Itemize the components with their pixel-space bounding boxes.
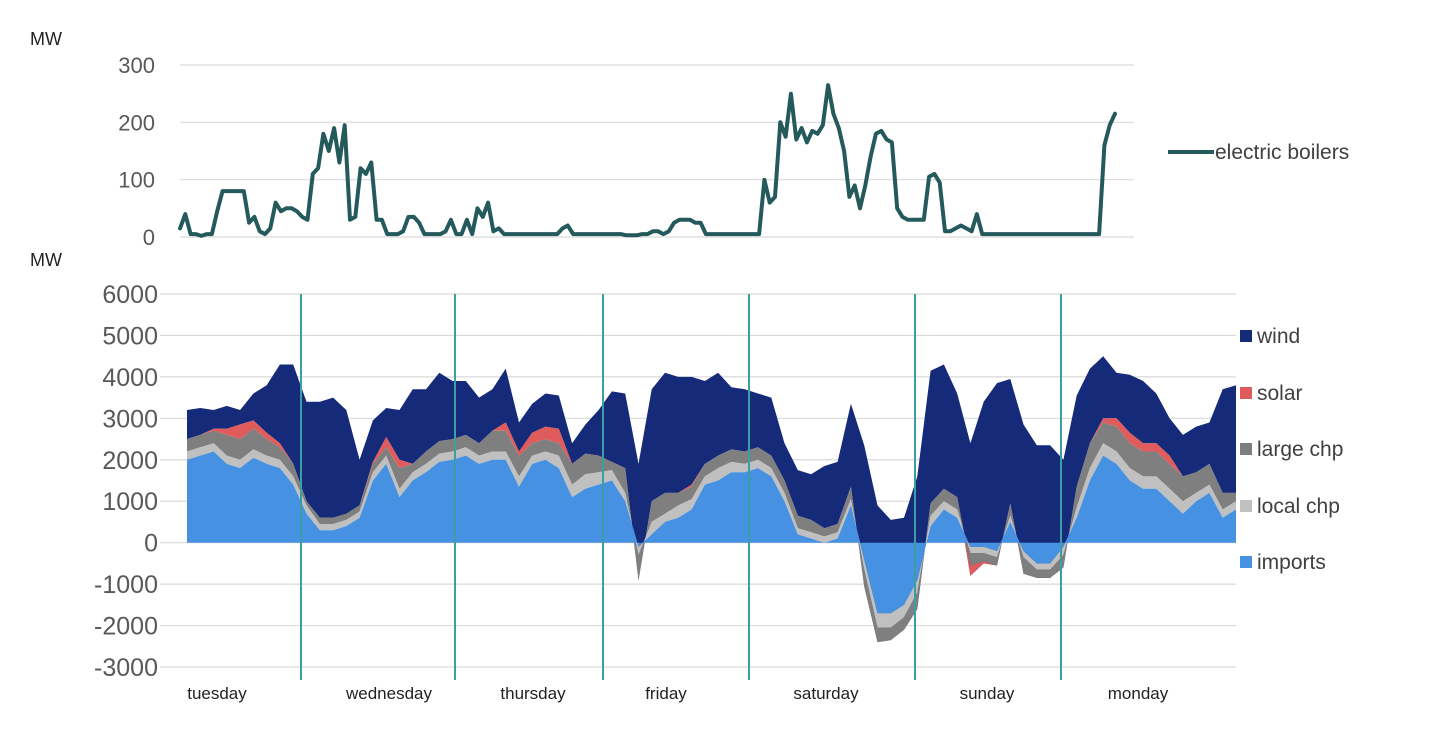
legend-local-chp-label: local chp	[1257, 495, 1340, 518]
top-chart-unit-label: MW	[30, 29, 62, 49]
legend-imports-label: imports	[1257, 551, 1326, 574]
day-divider-lines	[300, 294, 1062, 680]
solar-area	[187, 418, 1236, 643]
top-chart-legend: electric boilers	[1168, 141, 1349, 164]
bottom-y-tick-label: 2000	[102, 447, 158, 475]
bottom-y-tick-label: 0	[144, 530, 158, 558]
day-label-wednesday: wednesday	[345, 684, 433, 703]
local-chp-area	[187, 443, 1236, 628]
legend-wind-swatch	[1240, 330, 1252, 342]
top-y-tick-label: 100	[118, 168, 155, 193]
bottom-y-tick-label: 6000	[102, 281, 158, 309]
legend-large-chp-swatch	[1240, 443, 1252, 455]
day-labels: tuesday wednesday thursday friday saturday su…	[187, 684, 1169, 703]
bottom-chart-areas	[187, 356, 1236, 643]
day-label-thursday: thursday	[500, 684, 566, 703]
top-chart-y-tick-labels: 0 100 200 300	[118, 53, 155, 250]
top-y-tick-label: 300	[118, 53, 155, 78]
day-label-tuesday: tuesday	[187, 684, 247, 703]
imports-area	[187, 451, 1236, 614]
legend-solar-label: solar	[1257, 382, 1303, 405]
legend-large-chp-label: large chp	[1257, 438, 1343, 461]
top-y-tick-label: 0	[143, 225, 155, 250]
legend-imports-swatch	[1240, 556, 1252, 568]
bottom-y-tick-label: 3000	[102, 405, 158, 433]
bottom-y-tick-label: 5000	[102, 322, 158, 350]
bottom-y-tick-label: -3000	[94, 654, 158, 682]
bottom-y-tick-label: -2000	[94, 613, 158, 641]
bottom-chart-y-tick-labels: -3000 -2000 -1000 0 1000 2000 3000 4000 5000 6000	[94, 281, 158, 682]
day-label-monday: monday	[1108, 684, 1169, 703]
bottom-y-tick-label: 1000	[102, 488, 158, 516]
bottom-y-tick-label: 4000	[102, 364, 158, 392]
legend-local-chp-swatch	[1240, 500, 1252, 512]
legend-solar-swatch	[1240, 387, 1252, 399]
day-label-sunday: sunday	[960, 684, 1015, 703]
bottom-y-tick-label: -1000	[94, 571, 158, 599]
bottom-chart-legend: wind solar large chp local chp imports	[1240, 325, 1343, 574]
bottom-chart-unit-label: MW	[30, 250, 62, 270]
day-label-friday: friday	[645, 684, 687, 703]
legend-wind-label: wind	[1256, 325, 1300, 348]
large-chp-area	[187, 422, 1236, 643]
electric-boilers-line	[178, 83, 1117, 238]
day-label-saturday: saturday	[793, 684, 859, 703]
top-chart-series	[178, 83, 1117, 238]
legend-electric-boilers-label: electric boilers	[1215, 141, 1349, 164]
top-chart-gridlines	[180, 64, 1134, 238]
top-y-tick-label: 200	[118, 110, 155, 135]
